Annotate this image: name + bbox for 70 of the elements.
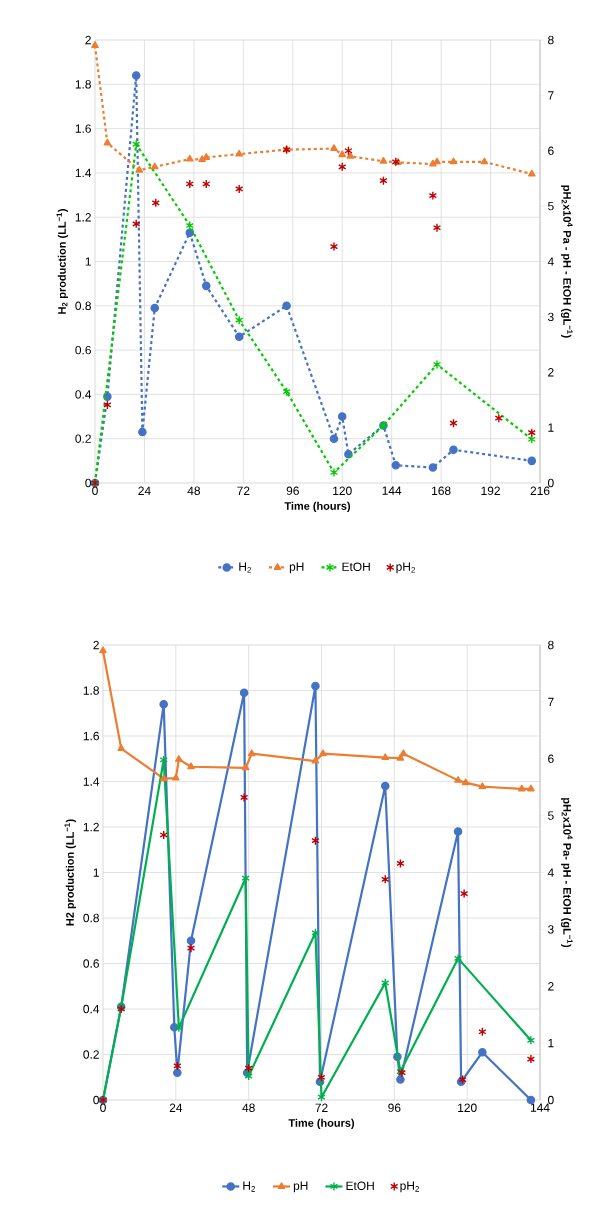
y-tick-label: 1.2 [75,213,91,222]
legend-label: H$_{2}$ [243,1181,255,1192]
y2-tick-label: 6 [548,754,554,763]
x-tick-label: 192 [481,486,500,495]
y-tick-label: 0.6 [75,345,91,355]
y2-tick-label: 3 [547,925,554,934]
x-tick-label: 168 [432,486,451,495]
y-tick-label: 1.8 [75,80,91,89]
y-tick-label: 1.6 [83,731,99,741]
x-tick-label: 24 [169,1103,183,1112]
y2-axis-title: pH$_{2}$x10$^{4}$ Pa- pH - EtOH (gL$^{−1}$) [561,798,573,948]
y-tick-label: 1.6 [75,124,91,133]
x-tick-label: 144 [530,1103,550,1112]
x-axis-title: Time (hours) [284,501,351,513]
y-tick-label: 2 [85,35,91,45]
y2-tick-label: 2 [548,982,554,991]
y-tick-label: 0.8 [83,913,99,923]
y2-tick-label: 2 [548,368,554,377]
y-tick-label: 1 [93,868,99,877]
x-tick-label: 120 [458,1103,477,1112]
y-tick-label: 0.4 [75,390,92,399]
y2-tick-label: 1 [548,1039,554,1048]
y2-tick-label: 4 [547,868,554,877]
x-tick-label: 72 [237,486,250,495]
y2-tick-label: 7 [548,697,554,706]
y-tick-label: 0.4 [83,1004,100,1014]
x-tick-label: 216 [530,486,550,495]
y2-tick-label: 5 [548,201,554,211]
y-tick-label: 0.6 [83,959,99,968]
y-tick-label: 1.4 [75,168,92,178]
x-tick-label: 0 [100,1103,106,1112]
y-tick-label: 0.2 [83,1050,99,1059]
x-tick-label: 48 [242,1103,255,1112]
x-tick-label: 96 [286,486,299,495]
y-tick-label: 1 [85,257,91,266]
y2-tick-label: 1 [548,423,554,432]
x-tick-label: 144 [382,486,402,495]
y-axis-title: H$_{2}$ production (LL$^{−1}$) [56,209,69,314]
y2-tick-label: 0 [547,1095,554,1105]
y2-tick-label: 5 [548,811,554,820]
y-axis-title: H2 production (LL$^{−1}$) [64,819,77,926]
y2-axis-title: pH$_{2}$x10$^{4}$ Pa - pH - EtOH (gL$^{−1}$) [561,185,573,338]
x-axis-title: Time (hours) [288,1118,355,1130]
y-tick-label: 1.4 [83,777,100,786]
y-tick-label: 1.8 [83,686,99,695]
y-tick-label: 1.2 [83,822,99,832]
x-tick-label: 24 [138,486,151,495]
legend-label: pH [289,562,304,574]
legend-label: pH$_{2}$ [400,1181,419,1193]
legend-label: H$_{2}$ [239,562,251,573]
y-tick-label: 0 [93,1095,100,1105]
y2-tick-label: 4 [547,257,554,266]
y-tick-label: 0 [85,478,92,488]
x-tick-label: 120 [333,486,352,495]
x-tick-label: 48 [187,486,201,495]
legend-label: pH$_{2}$ [396,562,415,574]
y2-tick-label: 8 [548,35,554,45]
y2-tick-label: 3 [547,312,554,322]
y2-tick-label: 0 [547,478,554,488]
y2-tick-label: 8 [548,640,554,650]
x-tick-label: 96 [388,1103,401,1112]
y2-tick-label: 6 [548,146,554,155]
y-tick-label: 0.8 [75,301,91,311]
legend-label: EtOH [342,562,370,571]
legend-label: EtOH [346,1181,374,1191]
legend-label: pH [293,1181,308,1193]
x-tick-label: 72 [315,1103,328,1112]
y-tick-label: 2 [93,640,99,650]
y-tick-label: 0.2 [75,434,91,443]
y2-tick-label: 7 [548,91,554,100]
